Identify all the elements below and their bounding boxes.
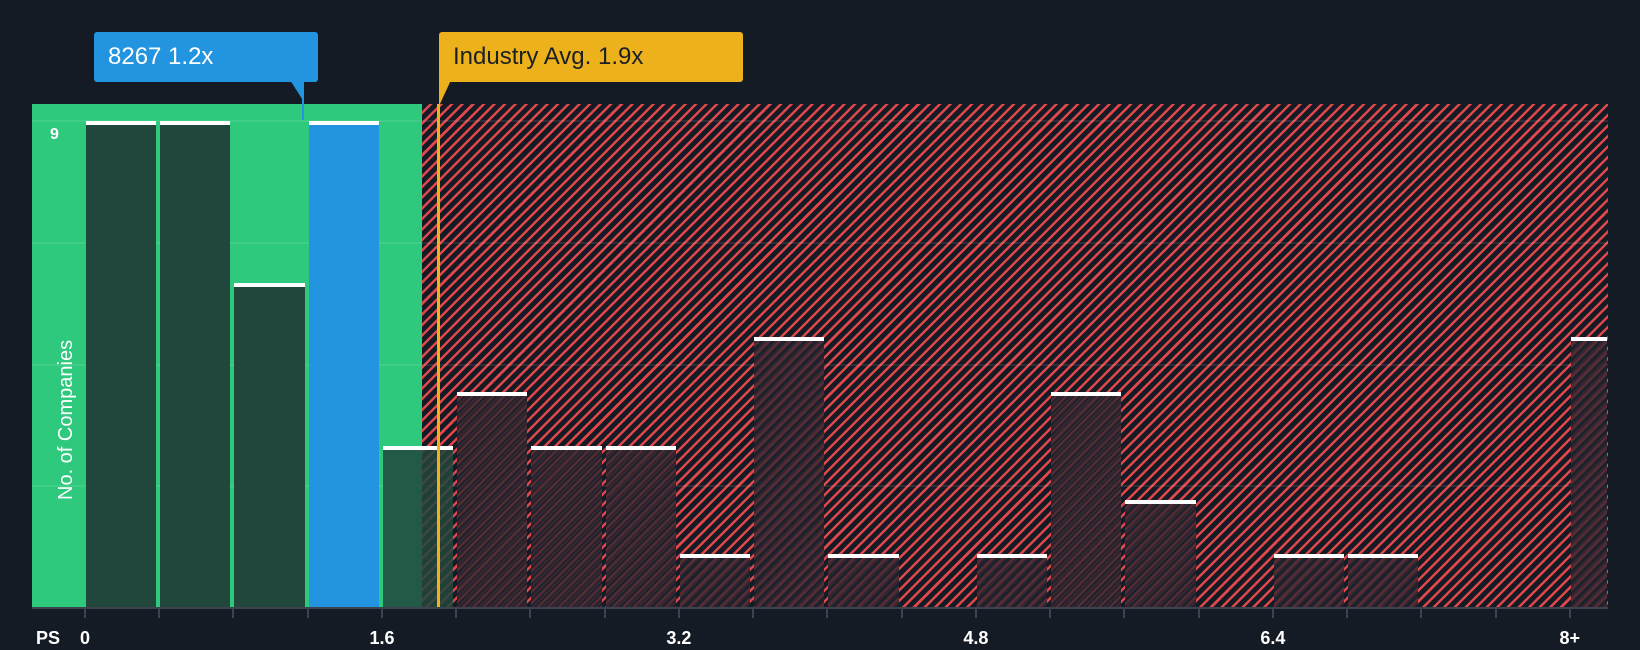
x-tick-label: 1.6	[369, 628, 395, 648]
bar-cap	[1273, 553, 1345, 558]
x-tick-label: 4.8	[963, 628, 989, 648]
histogram-bar	[1570, 337, 1607, 608]
company-bar	[308, 121, 379, 608]
industry-average-callout: Industry Avg. 1.9x	[439, 32, 743, 82]
overvalued-zone	[422, 104, 1608, 608]
industry-average-line	[436, 104, 440, 608]
x-tick	[603, 609, 606, 618]
x-tick-label: 0	[79, 628, 91, 648]
bar-cap	[531, 445, 602, 450]
histogram-bar	[1051, 391, 1122, 608]
x-tick	[1420, 609, 1423, 618]
y-axis-title: No. of Companies	[55, 339, 77, 500]
y-tick-max: 9	[50, 126, 59, 143]
x-tick	[677, 609, 680, 618]
x-tick	[1568, 609, 1571, 618]
x-tick	[232, 609, 235, 618]
histogram-bar	[976, 553, 1048, 608]
x-tick	[455, 609, 458, 618]
x-tick	[1494, 609, 1497, 618]
x-axis-line	[32, 607, 1608, 609]
x-tick	[158, 609, 161, 618]
x-tick	[1197, 609, 1200, 618]
x-tick	[306, 609, 309, 618]
histogram-bar	[1348, 553, 1419, 608]
x-tick	[826, 609, 829, 618]
histogram-bar	[605, 445, 676, 608]
bar-cap	[754, 337, 825, 342]
histogram-bar	[1273, 553, 1345, 608]
x-tick	[380, 609, 383, 618]
x-tick	[1271, 609, 1274, 618]
industry-callout-pointer	[439, 80, 451, 106]
histogram-bar	[828, 553, 899, 608]
histogram-bar	[160, 121, 231, 608]
company-ps-callout: 8267 1.2x	[94, 32, 318, 82]
gridline	[32, 120, 1608, 122]
x-tick	[1346, 609, 1349, 618]
x-tick	[1049, 609, 1052, 618]
histogram-bar	[531, 445, 602, 608]
bar-cap	[457, 391, 528, 396]
x-tick	[84, 609, 86, 618]
bar-cap	[160, 121, 231, 125]
bar-cap	[679, 553, 751, 558]
x-tick	[974, 609, 977, 618]
histogram-bar	[86, 121, 157, 608]
histogram-bar	[457, 391, 528, 608]
bar-cap	[828, 553, 899, 558]
histogram-bar	[382, 445, 454, 608]
bar-cap	[1570, 337, 1607, 342]
gridline	[32, 241, 1608, 244]
x-tick	[752, 609, 755, 618]
x-tick	[900, 609, 903, 618]
bar-cap	[976, 553, 1048, 558]
histogram-bar	[1125, 499, 1196, 608]
bar-cap	[86, 121, 157, 125]
x-tick-label: 6.4	[1260, 628, 1286, 648]
x-axis-title: PS	[36, 628, 61, 648]
histogram-bar	[754, 337, 825, 608]
histogram-bar	[679, 553, 751, 608]
bar-cap	[382, 445, 454, 450]
bar-cap	[308, 121, 379, 125]
bar-cap	[605, 445, 676, 450]
bar-cap	[1348, 553, 1419, 558]
chart-plot-area	[32, 104, 1608, 608]
x-tick-label: 8+	[1559, 628, 1581, 648]
x-tick	[1123, 609, 1126, 618]
x-tick	[529, 609, 532, 618]
bar-cap	[1051, 391, 1122, 396]
histogram-bar	[234, 283, 305, 608]
company-callout-pointer	[290, 80, 304, 120]
bar-cap	[234, 283, 305, 288]
bar-cap	[1125, 499, 1196, 504]
x-tick-label: 3.2	[666, 628, 692, 648]
